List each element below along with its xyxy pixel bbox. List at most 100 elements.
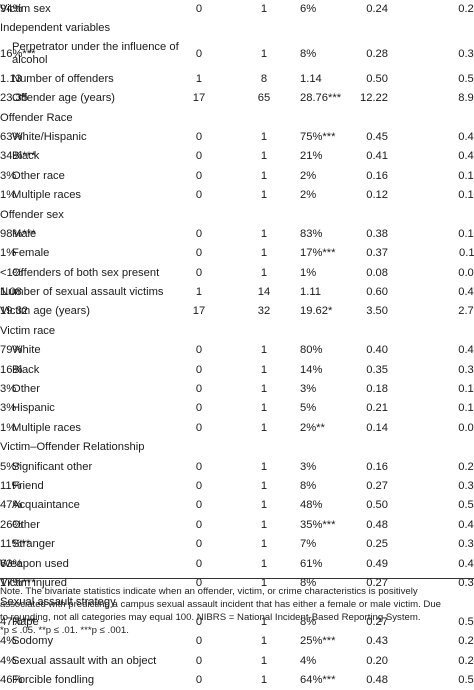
cell-mean2: <1% — [0, 266, 23, 279]
cell-min: 0 — [195, 344, 203, 357]
cell-sd: 0.50 — [366, 499, 388, 512]
row-label: Significant other — [12, 460, 93, 473]
table-row: Friend 0 1 8% 0.27 11% 0.31 — [0, 477, 474, 496]
row-label: Multiple races — [12, 421, 82, 434]
cell-sd: 0.27 — [366, 479, 388, 492]
cell-sd: 0.27 — [366, 615, 388, 628]
cell-min: 0 — [195, 383, 203, 396]
cell-mean2: 1.13 — [0, 72, 22, 85]
cell-sd2: 0.50 — [458, 499, 474, 512]
table-section-header: Sexual assault strategy — [0, 593, 474, 612]
cell-mean: 7% — [300, 538, 317, 551]
table-row: Victim age (years) 17 32 19.62* 3.50 19.32 2.7… — [0, 302, 474, 321]
cell-mean2: 16% — [0, 363, 23, 376]
cell-sd2: 0.37 — [458, 363, 474, 376]
row-label: Perpetrator under the influence of alcoh… — [12, 40, 179, 66]
cell-max: 1 — [260, 344, 268, 357]
cell-sd2: 0.32 — [458, 538, 474, 551]
table-row: Number of sexual assault victims 1 14 1.11 0… — [0, 283, 474, 302]
cell-max: 1 — [260, 479, 268, 492]
cell-mean2: 1% — [0, 189, 17, 202]
cell-sd: 0.50 — [366, 72, 388, 85]
table-row: Offenders of both sex present 0 1 1% 0.08 <1%… — [0, 264, 474, 283]
cell-sd2: 0.11 — [459, 247, 474, 260]
row-label: Victim sex — [0, 3, 51, 15]
cell-mean: 1.11 — [300, 286, 321, 299]
cell-min: 0 — [195, 615, 203, 628]
cell-mean2: 17%*** — [0, 576, 36, 589]
table-row: Other race 0 1 2% 0.16 3% 0.16 — [0, 167, 474, 186]
cell-min: 0 — [195, 266, 203, 279]
cell-sd: 0.16 — [366, 169, 388, 182]
cell-mean: 2% — [300, 189, 317, 202]
cell-mean2: 63% — [0, 557, 23, 570]
cell-max: 1 — [260, 673, 268, 686]
cell-sd2: 0.47 — [458, 286, 474, 299]
table-row: White/Hispanic 0 1 75%*** 0.45 63% 0.48 — [0, 128, 474, 147]
cell-min: 0 — [195, 402, 203, 415]
cell-mean2: 11%** — [0, 538, 31, 551]
cell-sd: 0.18 — [366, 383, 388, 396]
cell-sd: 0.38 — [366, 227, 388, 240]
cell-sd: 0.20 — [366, 654, 388, 667]
cell-max: 65 — [257, 92, 271, 105]
cell-min: 0 — [195, 421, 203, 434]
table-row: Hispanic 0 1 5% 0.21 3% 0.18 — [0, 399, 474, 418]
cell-max: 1 — [260, 518, 268, 531]
table-section-header: Victim–Offender Relationship — [0, 438, 474, 457]
cell-sd2: 0.50 — [458, 615, 474, 628]
row-label: Victim race — [0, 324, 56, 337]
row-label: Female — [12, 247, 50, 260]
cell-min: 1 — [195, 72, 203, 85]
cell-mean: 2% — [300, 169, 317, 182]
cell-min: 17 — [192, 305, 206, 318]
cell-max: 1 — [260, 615, 268, 628]
table-row: Number of offenders 1 8 1.14 0.50 1.13 0.50 — [0, 70, 474, 89]
table-note: Note. The bivariate statistics indicate … — [0, 585, 474, 637]
cell-mean2: 1.08 — [0, 286, 22, 299]
cell-min: 0 — [195, 363, 203, 376]
cell-sd2: 0.50 — [458, 72, 474, 85]
cell-sd: 0.41 — [366, 150, 388, 163]
cell-mean: 17%*** — [300, 247, 336, 260]
cell-mean: 8% — [300, 576, 317, 589]
row-label: Number of offenders — [12, 72, 114, 85]
table-row: Black 0 1 14% 0.35 16% 0.37 — [0, 361, 474, 380]
cell-mean: 19.62* — [300, 305, 333, 318]
row-label: Forcible fondling — [12, 673, 95, 686]
table-row: Multiple races 0 1 2%** 0.14 1% 0.08 — [0, 419, 474, 438]
cell-min: 0 — [195, 247, 203, 260]
cell-mean: 3% — [300, 460, 317, 473]
cell-sd: 0.28 — [366, 47, 388, 60]
cell-min: 0 — [195, 150, 203, 163]
row-label: Offenders of both sex present — [12, 266, 160, 279]
note-line-4: *p ≤ .05. **p ≤ .01. ***p ≤ .001. — [0, 625, 129, 636]
cell-mean2: 4% — [0, 654, 17, 667]
cell-mean: 61% — [300, 557, 323, 570]
cell-min: 1 — [195, 286, 203, 299]
cell-mean2: 26% — [0, 518, 23, 531]
cell-mean2: 94% — [0, 3, 23, 15]
cell-sd: 0.08 — [366, 266, 388, 279]
cell-mean2: 1% — [0, 421, 17, 434]
cell-max: 1 — [260, 576, 268, 589]
cell-max: 1 — [260, 169, 268, 182]
cell-sd2: 0.16 — [458, 169, 474, 182]
row-label: Sexual assault strategy — [0, 596, 116, 609]
cell-mean: 5% — [300, 402, 317, 415]
cell-sd2: 0.48 — [458, 557, 474, 570]
cell-sd2: 0.20 — [458, 654, 474, 667]
cell-mean: 21% — [300, 150, 323, 163]
row-label: Black — [12, 363, 40, 376]
cell-mean: 28.76*** — [300, 92, 342, 105]
cell-mean: 83% — [300, 227, 323, 240]
cell-min: 0 — [195, 479, 203, 492]
table-row: Significant other 0 1 3% 0.16 5%* 0.22 — [0, 458, 474, 477]
cell-mean2: 63% — [0, 130, 23, 143]
cell-sd2: 0.31 — [458, 479, 474, 492]
cell-max: 1 — [260, 654, 268, 667]
row-label: Acquaintance — [12, 499, 80, 512]
table-row: Other 0 1 3% 0.18 3% 0.18 — [0, 380, 474, 399]
table-section-header: Offender sex — [0, 206, 474, 225]
